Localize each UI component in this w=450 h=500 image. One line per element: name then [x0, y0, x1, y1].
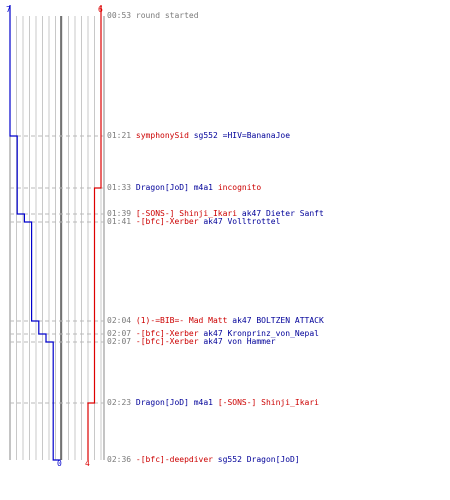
killer-name: -[bfc]-Xerber — [135, 337, 199, 346]
weapon-name: m4a1 — [188, 398, 218, 407]
victim-name: Dieter Sanft — [265, 209, 324, 218]
killer-name: [-SONS-] Shinji_Ikari — [135, 209, 238, 218]
victim-name: [-SONS-] Shinji_Ikari — [217, 398, 319, 407]
blue-team-start-count: 7 — [6, 5, 11, 14]
killer-name: (1)-=BIB=- Mad Matt — [135, 316, 228, 325]
weapon-name: sg552 — [212, 455, 247, 464]
victim-name: Dragon[JoD] — [246, 455, 300, 464]
killer-name: -[bfc]-Xerber — [135, 329, 199, 338]
kill-log-entry: 00:53 round started — [107, 11, 199, 21]
victim-name: Kronprinz_von_Nepal — [227, 329, 319, 338]
kill-log-entry: 02:07 -[bfc]-Xerber ak47 von Hammer — [107, 337, 276, 347]
weapon-name: ak47 — [237, 209, 266, 218]
kill-log-entry: 02:36 -[bfc]-deepdiver sg552 Dragon[JoD] — [107, 455, 300, 465]
killer-name: Dragon[JoD] — [135, 398, 189, 407]
victim-name: BOLTZEN ATTACK — [256, 316, 324, 325]
event-time: 02:07 — [107, 337, 132, 346]
event-time: 00:53 — [107, 11, 132, 20]
event-time: 01:33 — [107, 183, 132, 192]
victim-name: =HIV=BananaJoe — [222, 131, 291, 140]
event-time: 02:36 — [107, 455, 132, 464]
event-time: 02:07 — [107, 329, 132, 338]
killer-name: -[bfc]-Xerber — [135, 217, 199, 226]
victim-name: Volltrottel — [227, 217, 281, 226]
event-time: 01:39 — [107, 209, 132, 218]
weapon-name: ak47 — [198, 329, 228, 338]
kill-log-entry: 01:21 symphonySid sg552 =HIV=BananaJoe — [107, 131, 290, 141]
victim-name: incognito — [217, 183, 262, 192]
killer-name: Dragon[JoD] — [135, 183, 189, 192]
event-time: 02:04 — [107, 316, 132, 325]
kill-log-entry: 02:04 (1)-=BIB=- Mad Matt ak47 BOLTZEN A… — [107, 316, 324, 326]
killer-name: symphonySid — [135, 131, 189, 140]
kill-log-entry: 01:33 Dragon[JoD] m4a1 incognito — [107, 183, 261, 193]
blue-team-end-count: 0 — [57, 459, 62, 468]
weapon-name: ak47 — [198, 337, 228, 346]
blue-team-alive-series — [9, 5, 61, 461]
kill-log-entry: 01:39 [-SONS-] Shinji_Ikari ak47 Dieter … — [107, 209, 324, 219]
kill-log-entry: 02:07 -[bfc]-Xerber ak47 Kronprinz_von_N… — [107, 329, 319, 339]
red-team-start-count: 6 — [98, 5, 103, 14]
red-team-alive-series — [87, 5, 102, 460]
victim-name: von Hammer — [227, 337, 276, 346]
weapon-name: ak47 — [227, 316, 257, 325]
kill-log-entry: 02:23 Dragon[JoD] m4a1 [-SONS-] Shinji_I… — [107, 398, 319, 408]
kill-log-entry: 01:41 -[bfc]-Xerber ak47 Volltrottel — [107, 217, 280, 227]
killer-name: -[bfc]-deepdiver — [135, 455, 213, 464]
weapon-name: m4a1 — [188, 183, 218, 192]
weapon-name: ak47 — [198, 217, 228, 226]
red-team-end-count: 4 — [85, 459, 90, 468]
event-time: 02:23 — [107, 398, 132, 407]
event-text: round started — [135, 11, 199, 20]
event-time: 01:41 — [107, 217, 132, 226]
weapon-name: sg552 — [188, 131, 223, 140]
event-time: 01:21 — [107, 131, 132, 140]
